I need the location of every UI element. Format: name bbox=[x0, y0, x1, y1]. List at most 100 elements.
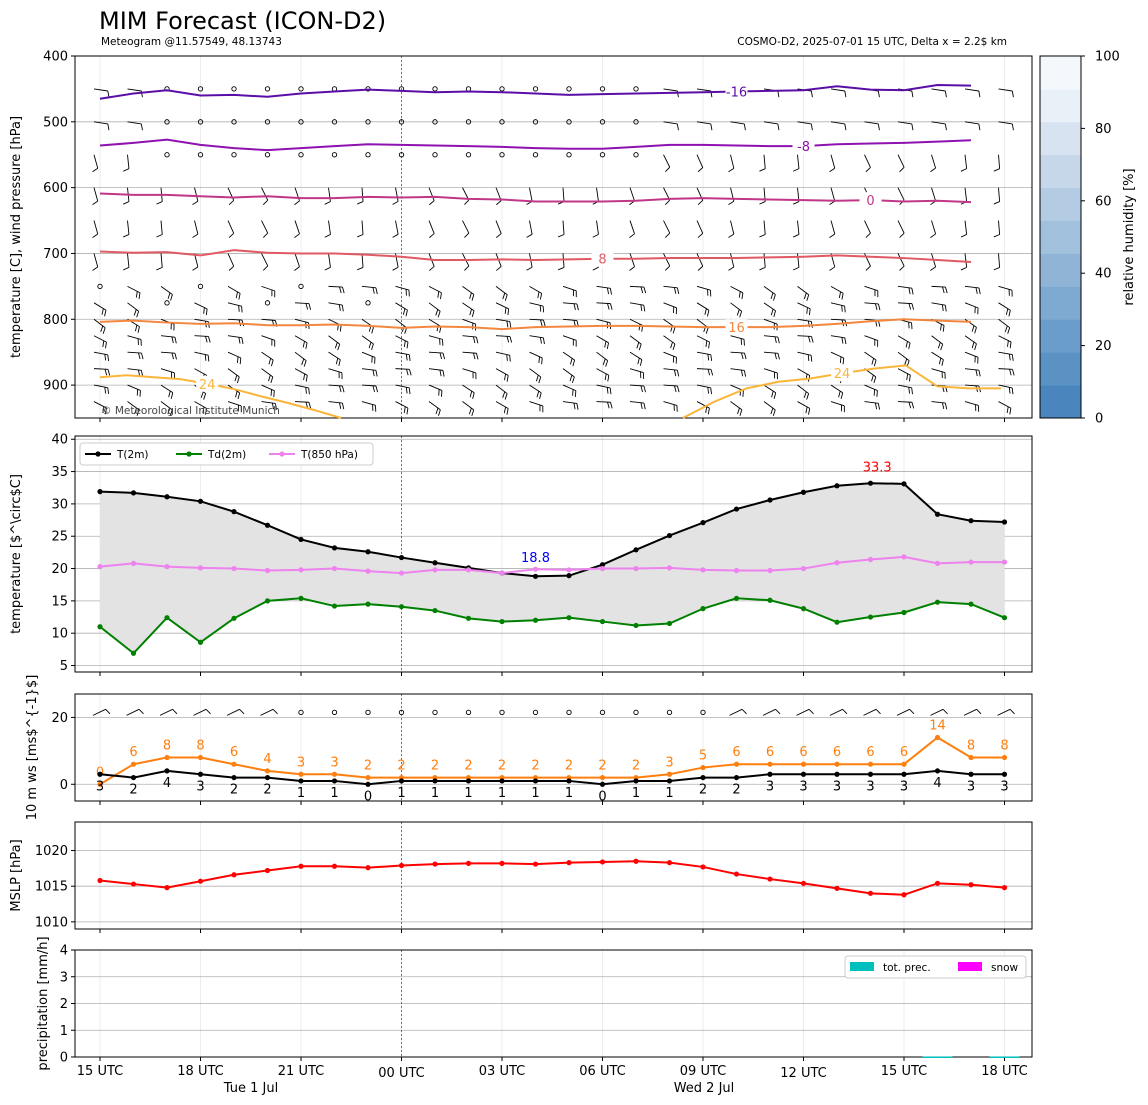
calm-wind-marker bbox=[197, 152, 204, 158]
wind-barb bbox=[759, 220, 766, 238]
wind-barb bbox=[759, 253, 766, 271]
wind-barb-feather bbox=[930, 233, 936, 238]
data-point bbox=[532, 617, 539, 623]
wind-barb-staff bbox=[864, 351, 877, 361]
wind-barb bbox=[864, 401, 881, 410]
wind-barb-feather bbox=[335, 357, 339, 365]
wind-barb-staff bbox=[897, 302, 913, 305]
contour-label: 24 bbox=[199, 378, 216, 393]
wind-barb-staff bbox=[127, 302, 139, 312]
wind-barb bbox=[328, 351, 341, 366]
wind-barb-staff bbox=[897, 121, 912, 125]
value-label: 6 bbox=[900, 745, 908, 760]
wind-barb-feather bbox=[710, 369, 714, 376]
wind-barb bbox=[127, 401, 140, 416]
wind-barb-feather bbox=[174, 337, 177, 344]
wind-barb-feather bbox=[237, 392, 241, 400]
value-label: 8 bbox=[967, 739, 975, 754]
wind-barb bbox=[93, 351, 110, 362]
wind-barb-feather bbox=[773, 294, 776, 301]
wind-barb bbox=[562, 302, 579, 311]
wind-barb bbox=[963, 708, 982, 716]
wind-barb-feather bbox=[911, 402, 915, 409]
wind-barb-feather bbox=[169, 409, 173, 417]
calm-wind-marker bbox=[465, 86, 472, 92]
wind-barb-feather bbox=[405, 354, 408, 361]
wind-barb-staff bbox=[495, 318, 510, 322]
wind-barb-feather bbox=[104, 310, 107, 317]
wind-barb-staff bbox=[998, 401, 1012, 409]
wind-barb-staff bbox=[763, 318, 778, 325]
wind-barb-staff bbox=[897, 220, 905, 234]
wind-barb bbox=[428, 368, 445, 377]
wind-barb-feather bbox=[504, 307, 507, 314]
data-point bbox=[767, 876, 773, 882]
calm-wind-marker bbox=[499, 119, 505, 125]
wind-barb-feather bbox=[971, 325, 975, 332]
wind-barb-feather bbox=[877, 403, 881, 410]
wind-barb bbox=[763, 401, 776, 417]
data-point bbox=[867, 761, 874, 767]
data-point bbox=[934, 880, 941, 886]
wind-barb-feather bbox=[402, 308, 406, 315]
data-point bbox=[197, 878, 204, 884]
wind-barb-staff bbox=[328, 285, 343, 288]
wind-barb bbox=[93, 384, 110, 395]
value-label: 2 bbox=[397, 759, 405, 774]
wind-barb bbox=[227, 285, 241, 300]
wind-barb-feather bbox=[942, 708, 948, 715]
wind-barb-feather bbox=[808, 336, 811, 343]
wind-barb-staff bbox=[663, 368, 678, 371]
data-point bbox=[231, 565, 237, 572]
wind-barb-staff bbox=[194, 401, 207, 409]
wind-barb bbox=[696, 187, 704, 206]
wind-barb bbox=[428, 401, 441, 416]
calm-wind-marker bbox=[298, 152, 304, 158]
value-label: 6 bbox=[766, 745, 774, 760]
wind-barb bbox=[763, 318, 778, 331]
calm-wind-marker bbox=[465, 152, 472, 158]
data-point bbox=[733, 595, 740, 601]
wind-barb bbox=[294, 368, 308, 382]
wind-barb-feather bbox=[341, 402, 345, 410]
data-point bbox=[331, 603, 338, 609]
wind-barb-feather bbox=[911, 387, 913, 395]
wind-barb-feather bbox=[1007, 340, 1009, 347]
wind-barb-feather bbox=[539, 293, 543, 300]
wind-barb-feather bbox=[202, 406, 205, 414]
wind-barb bbox=[562, 401, 579, 410]
wind-barb-feather bbox=[104, 369, 108, 376]
wind-barb-staff bbox=[294, 220, 300, 234]
wind-barb-feather bbox=[294, 266, 300, 271]
wind-barb-feather bbox=[873, 389, 876, 396]
wind-barb-staff bbox=[964, 368, 979, 371]
wind-barb bbox=[964, 401, 980, 412]
wind-barb-feather bbox=[908, 287, 911, 295]
wind-barb-staff bbox=[696, 88, 711, 92]
wind-barb-feather bbox=[829, 266, 836, 271]
wind-barb bbox=[122, 253, 130, 271]
wind-barb-feather bbox=[829, 167, 836, 173]
calm-wind-marker bbox=[499, 709, 505, 716]
wind-barb bbox=[797, 351, 813, 362]
value-label: 8 bbox=[196, 739, 204, 754]
wind-barb bbox=[897, 335, 911, 350]
value-label: 3 bbox=[196, 779, 204, 794]
data-point bbox=[264, 768, 271, 774]
wind-barb-staff bbox=[629, 187, 635, 202]
y-tick-label: 20 bbox=[51, 711, 68, 726]
wind-barb-feather bbox=[708, 341, 710, 349]
wind-barb-staff bbox=[462, 285, 475, 295]
y-tick-label: 10 bbox=[51, 627, 68, 642]
wind-barb bbox=[395, 335, 409, 349]
data-point bbox=[398, 570, 405, 576]
wind-barb bbox=[93, 302, 107, 317]
data-point bbox=[532, 861, 539, 867]
wind-barb-staff bbox=[529, 335, 544, 339]
wind-barb-staff bbox=[361, 351, 376, 358]
wind-barb bbox=[227, 187, 235, 206]
wind-barb-feather bbox=[705, 406, 708, 413]
data-point bbox=[666, 620, 673, 627]
wind-barb-feather bbox=[92, 266, 98, 271]
calm-wind-marker bbox=[633, 709, 639, 716]
